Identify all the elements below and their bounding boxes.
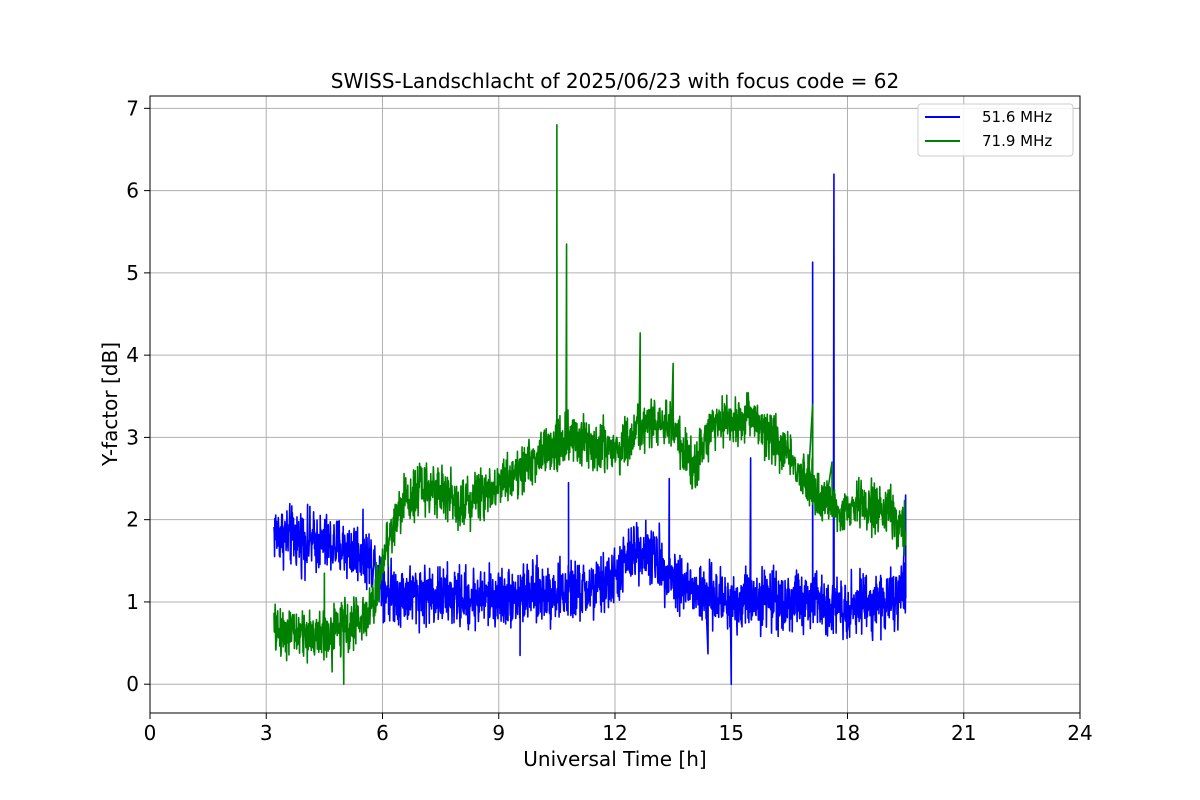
legend: 51.6 MHz 71.9 MHz	[917, 103, 1074, 157]
x-tick-label: 15	[719, 721, 744, 745]
y-tick-label: 4	[126, 343, 139, 367]
x-tick-label: 18	[835, 721, 860, 745]
y-tick-label: 7	[126, 96, 139, 120]
chart-title: SWISS-Landschlacht of 2025/06/23 with fo…	[331, 69, 899, 93]
y-axis-label: Y-factor [dB]	[98, 342, 122, 467]
legend-label-51-6-mhz: 51.6 MHz	[982, 108, 1052, 126]
x-tick-label: 6	[376, 721, 389, 745]
x-tick-label: 12	[602, 721, 627, 745]
y-tick-label: 6	[126, 179, 139, 203]
x-tick-label: 24	[1067, 721, 1092, 745]
x-axis-label: Universal Time [h]	[523, 747, 706, 771]
x-tick-label: 21	[951, 721, 976, 745]
x-tick-label: 0	[144, 721, 157, 745]
y-tick-label: 3	[126, 425, 139, 449]
x-tick-label: 9	[492, 721, 505, 745]
y-tick-label: 2	[126, 508, 139, 532]
x-tick-label: 3	[260, 721, 273, 745]
y-tick-label: 1	[126, 590, 139, 614]
series-group	[273, 123, 907, 686]
y-tick-label: 5	[126, 261, 139, 285]
y-tick-label: 0	[126, 672, 139, 696]
legend-label-71-9-mhz: 71.9 MHz	[982, 132, 1052, 150]
series-line-71-9-mhz	[273, 123, 907, 686]
